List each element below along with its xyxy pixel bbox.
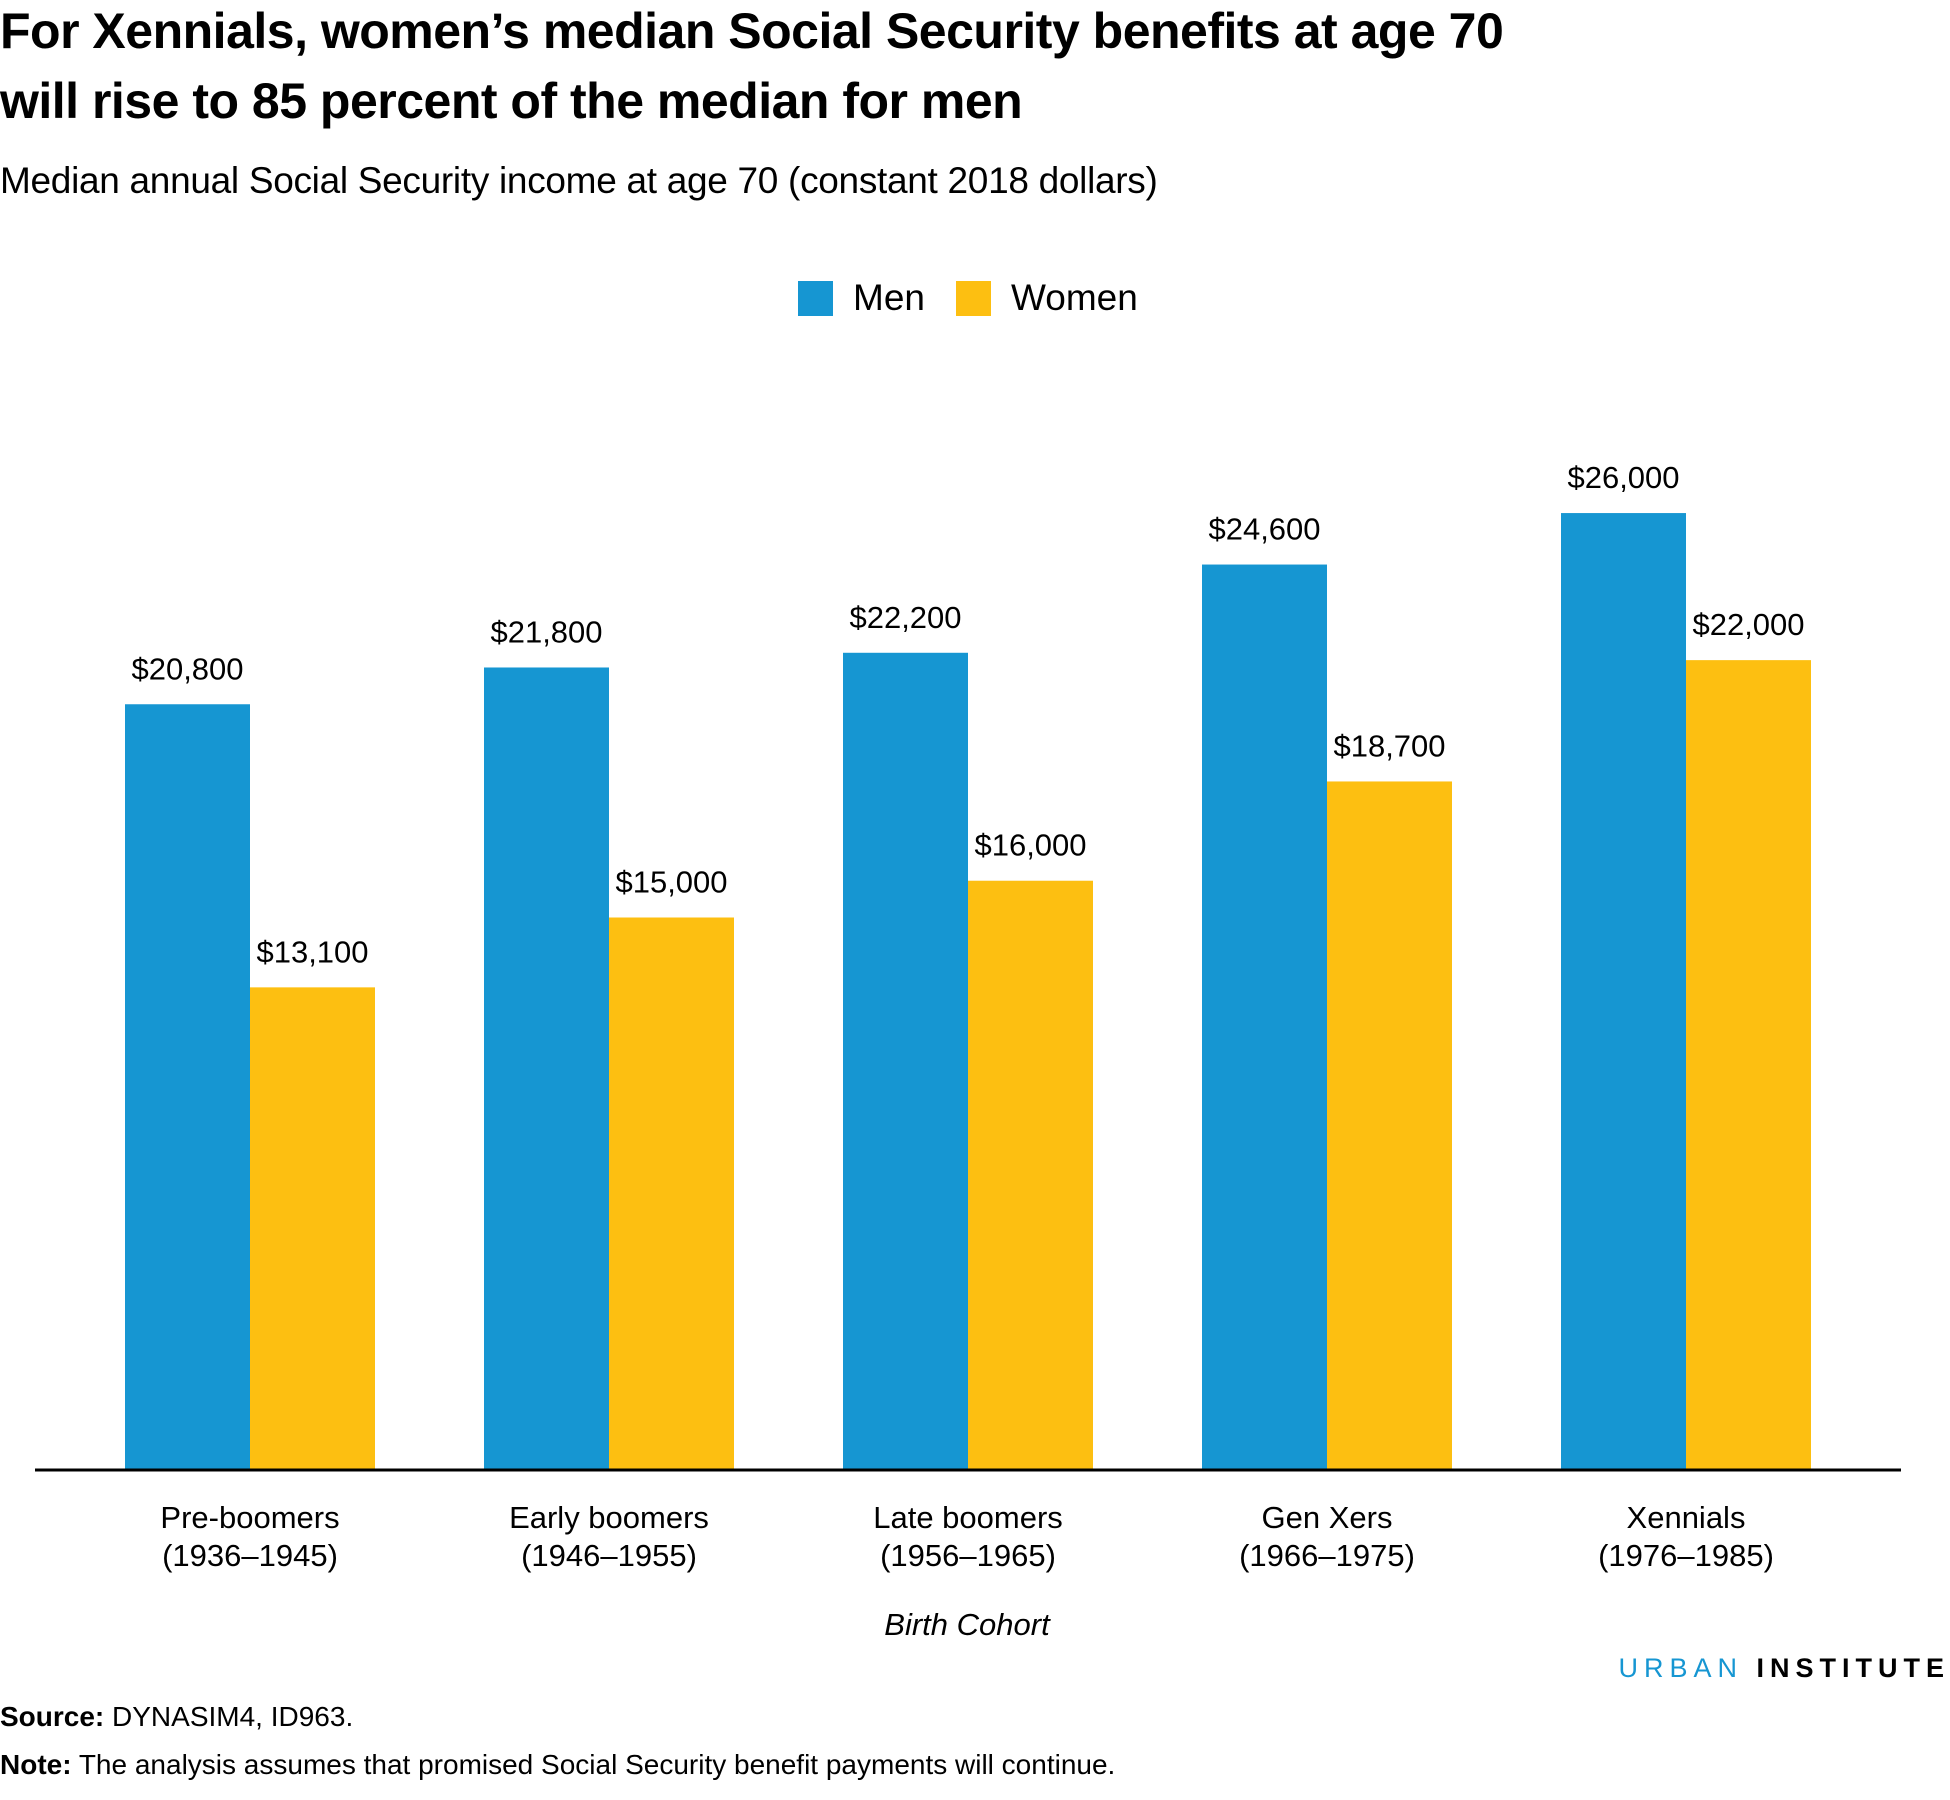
x-tick-sublabel: (1976–1985) (1598, 1538, 1774, 1573)
bar-women (1327, 781, 1452, 1469)
bar-women (609, 917, 734, 1469)
x-tick-label: Early boomers (509, 1500, 709, 1535)
legend-swatch-men (798, 281, 833, 316)
x-tick-sublabel: (1956–1965) (880, 1538, 1056, 1573)
x-tick-label: Xennials (1627, 1500, 1746, 1535)
x-axis-title: Birth Cohort (884, 1607, 1051, 1642)
data-label: $13,100 (256, 934, 368, 969)
bar-men (1561, 513, 1686, 1469)
source-label: Source: (0, 1701, 105, 1732)
note-label: Note: (0, 1749, 72, 1780)
data-label: $24,600 (1208, 512, 1320, 547)
bar-women (1686, 660, 1811, 1469)
bar-women (968, 880, 1093, 1469)
x-tick-sublabel: (1966–1975) (1239, 1538, 1415, 1573)
x-tick-label: Pre-boomers (160, 1500, 339, 1535)
bar-men (1202, 564, 1327, 1469)
legend-swatch-women (956, 281, 991, 316)
data-label: $26,000 (1567, 460, 1679, 495)
x-tick-sublabel: (1936–1945) (162, 1538, 338, 1573)
x-tick-label: Gen Xers (1262, 1500, 1393, 1535)
data-label: $18,700 (1333, 728, 1445, 763)
data-label: $15,000 (615, 865, 727, 900)
note-text: The analysis assumes that promised Socia… (78, 1749, 1116, 1780)
bar-men (125, 704, 250, 1469)
bar-women (250, 987, 375, 1469)
data-label: $22,200 (849, 600, 961, 635)
bar-men (484, 667, 609, 1469)
urban-institute-logo: URBAN INSTITUTE (1618, 1653, 1950, 1683)
legend-label-men: Men (853, 277, 925, 318)
chart-title: For Xennials, women’s median Social Secu… (0, 3, 1504, 129)
data-label: $22,000 (1692, 607, 1804, 642)
data-label: $21,800 (490, 614, 602, 649)
source-note: Source: DYNASIM4, ID963. (0, 1700, 353, 1734)
chart-subtitle: Median annual Social Security income at … (0, 160, 1158, 201)
legend-label-women: Women (1011, 277, 1138, 318)
bar-men (843, 652, 968, 1469)
x-tick-sublabel: (1946–1955) (521, 1538, 697, 1573)
footnote: Note: The analysis assumes that promised… (0, 1748, 1115, 1782)
x-tick-label: Late boomers (873, 1500, 1063, 1535)
data-label: $16,000 (974, 828, 1086, 863)
source-text: DYNASIM4, ID963. (112, 1701, 354, 1732)
data-label: $20,800 (131, 651, 243, 686)
